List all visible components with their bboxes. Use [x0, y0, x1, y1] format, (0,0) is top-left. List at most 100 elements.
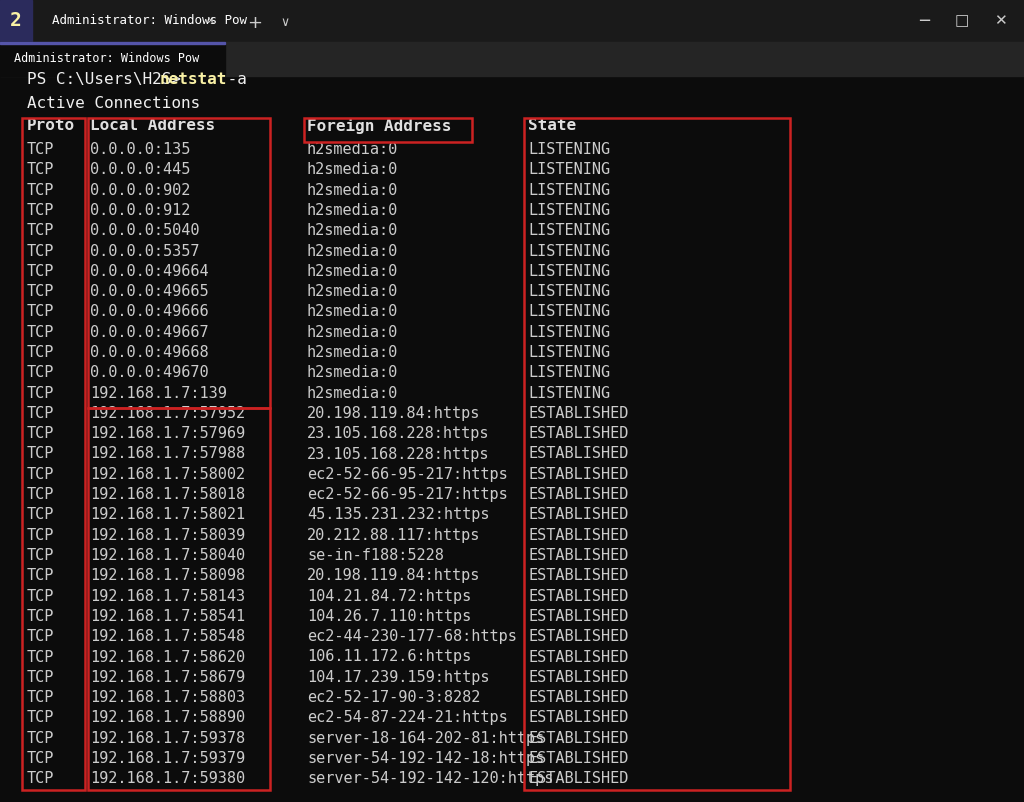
Text: TCP: TCP [27, 751, 54, 766]
Text: 192.168.1.7:59380: 192.168.1.7:59380 [90, 772, 245, 786]
Text: ESTABLISHED: ESTABLISHED [528, 690, 629, 705]
Bar [304, 118, 472, 142]
Text: h2smedia:0: h2smedia:0 [307, 264, 398, 279]
Text: LISTENING: LISTENING [528, 325, 610, 340]
Text: LISTENING: LISTENING [528, 162, 610, 177]
Text: TCP: TCP [27, 467, 54, 482]
Text: h2smedia:0: h2smedia:0 [307, 142, 398, 157]
Text: 192.168.1.7:58803: 192.168.1.7:58803 [90, 690, 245, 705]
Text: ESTABLISHED: ESTABLISHED [528, 650, 629, 665]
Text: TCP: TCP [27, 305, 54, 319]
Bar [88, 118, 270, 408]
Text: TCP: TCP [27, 406, 54, 421]
Text: 192.168.1.7:58548: 192.168.1.7:58548 [90, 630, 245, 644]
Text: ✕: ✕ [993, 14, 1007, 29]
Text: ESTABLISHED: ESTABLISHED [528, 406, 629, 421]
Text: ESTABLISHED: ESTABLISHED [528, 548, 629, 563]
Text: 20.198.119.84:https: 20.198.119.84:https [307, 569, 480, 583]
Text: 192.168.1.7:58002: 192.168.1.7:58002 [90, 467, 245, 482]
Text: server-54-192-142-18:https: server-54-192-142-18:https [307, 751, 544, 766]
Text: h2smedia:0: h2smedia:0 [307, 203, 398, 218]
Text: TCP: TCP [27, 711, 54, 725]
Text: 192.168.1.7:59379: 192.168.1.7:59379 [90, 751, 245, 766]
Text: ESTABLISHED: ESTABLISHED [528, 569, 629, 583]
Text: ESTABLISHED: ESTABLISHED [528, 731, 629, 746]
Text: TCP: TCP [27, 284, 54, 299]
Text: 106.11.172.6:https: 106.11.172.6:https [307, 650, 471, 665]
Bar [22, 118, 85, 790]
Text: State: State [528, 118, 577, 133]
Text: 192.168.1.7:58143: 192.168.1.7:58143 [90, 589, 245, 604]
Text: TCP: TCP [27, 690, 54, 705]
Text: ESTABLISHED: ESTABLISHED [528, 609, 629, 624]
Bar [524, 118, 790, 790]
Text: TCP: TCP [27, 365, 54, 380]
Text: ESTABLISHED: ESTABLISHED [528, 426, 629, 441]
Text: Local Address: Local Address [90, 118, 215, 133]
Text: h2smedia:0: h2smedia:0 [307, 365, 398, 380]
Text: 104.26.7.110:https: 104.26.7.110:https [307, 609, 471, 624]
Text: LISTENING: LISTENING [528, 264, 610, 279]
Text: TCP: TCP [27, 650, 54, 665]
Text: 0.0.0.0:49666: 0.0.0.0:49666 [90, 305, 209, 319]
Text: h2smedia:0: h2smedia:0 [307, 244, 398, 258]
Text: server-54-192-142-120:https: server-54-192-142-120:https [307, 772, 553, 786]
Text: Proto: Proto [27, 118, 75, 133]
Text: 0.0.0.0:49664: 0.0.0.0:49664 [90, 264, 209, 279]
Bar [0, 42, 225, 76]
Text: □: □ [954, 14, 969, 29]
Text: h2smedia:0: h2smedia:0 [307, 183, 398, 197]
Text: ESTABLISHED: ESTABLISHED [528, 751, 629, 766]
Text: ESTABLISHED: ESTABLISHED [528, 447, 629, 461]
Text: 2: 2 [10, 11, 22, 30]
Text: 192.168.1.7:57952: 192.168.1.7:57952 [90, 406, 245, 421]
Text: 0.0.0.0:5357: 0.0.0.0:5357 [90, 244, 200, 258]
Text: 192.168.1.7:58018: 192.168.1.7:58018 [90, 487, 245, 502]
Text: ESTABLISHED: ESTABLISHED [528, 589, 629, 604]
Text: TCP: TCP [27, 142, 54, 157]
Text: 0.0.0.0:912: 0.0.0.0:912 [90, 203, 190, 218]
Text: server-18-164-202-81:https: server-18-164-202-81:https [307, 731, 544, 746]
Text: 20.212.88.117:https: 20.212.88.117:https [307, 528, 480, 543]
Text: ec2-52-17-90-3:8282: ec2-52-17-90-3:8282 [307, 690, 480, 705]
Text: ESTABLISHED: ESTABLISHED [528, 772, 629, 786]
Text: 192.168.1.7:58541: 192.168.1.7:58541 [90, 609, 245, 624]
Text: LISTENING: LISTENING [528, 244, 610, 258]
Bar [0, 42, 225, 43]
Text: Active Connections: Active Connections [27, 96, 201, 111]
Text: 23.105.168.228:https: 23.105.168.228:https [307, 426, 489, 441]
Text: TCP: TCP [27, 223, 54, 238]
Text: 0.0.0.0:49667: 0.0.0.0:49667 [90, 325, 209, 340]
Text: TCP: TCP [27, 162, 54, 177]
Text: ✕: ✕ [206, 14, 214, 27]
Text: ec2-54-87-224-21:https: ec2-54-87-224-21:https [307, 711, 508, 725]
Text: 104.17.239.159:https: 104.17.239.159:https [307, 670, 489, 685]
Text: TCP: TCP [27, 447, 54, 461]
Text: TCP: TCP [27, 203, 54, 218]
Text: LISTENING: LISTENING [528, 203, 610, 218]
Text: Administrator: Windows Pow: Administrator: Windows Pow [14, 52, 200, 66]
Text: h2smedia:0: h2smedia:0 [307, 325, 398, 340]
Text: 23.105.168.228:https: 23.105.168.228:https [307, 447, 489, 461]
Text: ─: ─ [919, 12, 929, 30]
Text: 192.168.1.7:57988: 192.168.1.7:57988 [90, 447, 245, 461]
Text: TCP: TCP [27, 609, 54, 624]
Text: 192.168.1.7:58890: 192.168.1.7:58890 [90, 711, 245, 725]
Text: Administrator: Windows Pow: Administrator: Windows Pow [52, 14, 247, 27]
Text: 0.0.0.0:49670: 0.0.0.0:49670 [90, 365, 209, 380]
Text: -a: -a [218, 72, 247, 87]
Text: TCP: TCP [27, 325, 54, 340]
Text: TCP: TCP [27, 548, 54, 563]
Text: 0.0.0.0:49665: 0.0.0.0:49665 [90, 284, 209, 299]
Text: TCP: TCP [27, 630, 54, 644]
Text: ESTABLISHED: ESTABLISHED [528, 711, 629, 725]
Text: 192.168.1.7:58679: 192.168.1.7:58679 [90, 670, 245, 685]
Text: 192.168.1.7:58021: 192.168.1.7:58021 [90, 508, 245, 522]
Text: 0.0.0.0:902: 0.0.0.0:902 [90, 183, 190, 197]
Text: 192.168.1.7:58620: 192.168.1.7:58620 [90, 650, 245, 665]
Text: TCP: TCP [27, 508, 54, 522]
Text: LISTENING: LISTENING [528, 365, 610, 380]
Bar [0, 0, 1024, 42]
Text: h2smedia:0: h2smedia:0 [307, 223, 398, 238]
Text: ESTABLISHED: ESTABLISHED [528, 487, 629, 502]
